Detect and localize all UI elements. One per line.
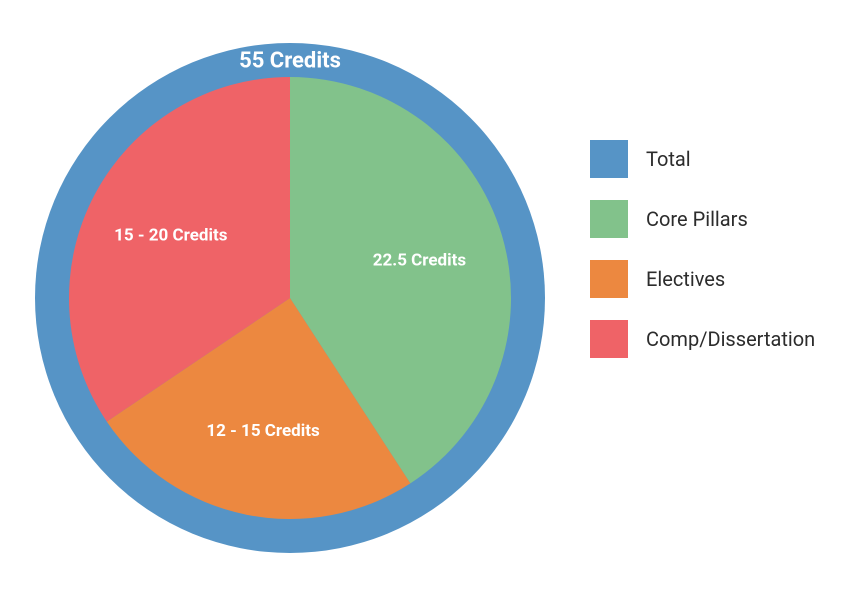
legend-item-electives: Electives — [590, 260, 815, 298]
legend-swatch-core_pillars — [590, 200, 628, 238]
legend-label-electives: Electives — [646, 267, 725, 291]
slice-label-core_pillars: 22.5 Credits — [373, 251, 467, 271]
ring-title: 55 Credits — [239, 49, 341, 74]
legend-label-total: Total — [646, 147, 691, 171]
legend-swatch-total — [590, 140, 628, 178]
legend-item-comp_dissertation: Comp/Dissertation — [590, 320, 815, 358]
legend-swatch-comp_dissertation — [590, 320, 628, 358]
chart-legend: Total Core Pillars Electives Comp/Dissertat… — [590, 140, 815, 380]
slice-label-electives: 12 - 15 Credits — [206, 421, 320, 441]
slice-label-comp_dissertation: 15 - 20 Credits — [114, 226, 228, 246]
legend-label-core_pillars: Core Pillars — [646, 207, 748, 231]
legend-item-core_pillars: Core Pillars — [590, 200, 815, 238]
legend-swatch-electives — [590, 260, 628, 298]
legend-label-comp_dissertation: Comp/Dissertation — [646, 327, 815, 351]
legend-item-total: Total — [590, 140, 815, 178]
